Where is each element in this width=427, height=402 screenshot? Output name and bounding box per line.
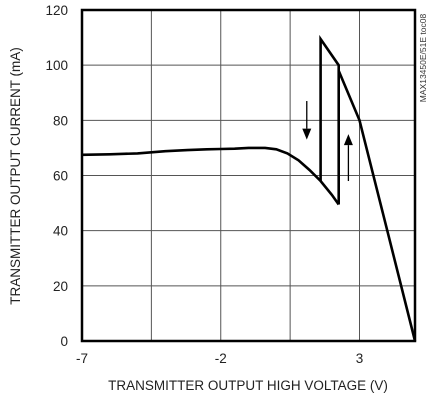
x-tick-labels: -7 -2 3 bbox=[76, 351, 363, 366]
chart-id-label: MAX13450E/51E toc08 bbox=[418, 14, 427, 103]
plot-frame bbox=[80, 8, 417, 343]
direction-arrow-0 bbox=[302, 101, 312, 140]
x-tick-label: -7 bbox=[76, 351, 88, 366]
y-tick-label: 120 bbox=[45, 3, 68, 18]
y-tick-label: 80 bbox=[53, 113, 68, 128]
y-tick-label: 20 bbox=[53, 279, 68, 294]
y-tick-label: 60 bbox=[53, 169, 68, 184]
y-tick-labels: 0 20 40 60 80 100 120 bbox=[45, 3, 68, 349]
x-tick-label: -2 bbox=[215, 351, 227, 366]
y-tick-label: 40 bbox=[53, 224, 68, 239]
y-axis-label: TRANSMITTER OUTPUT CURRENT (mA) bbox=[8, 47, 23, 305]
arrows-group bbox=[302, 101, 353, 182]
x-tick-label: 3 bbox=[356, 351, 364, 366]
y-tick-label: 100 bbox=[45, 58, 68, 73]
y-tick-label: 0 bbox=[60, 334, 68, 349]
series-group bbox=[81, 34, 417, 342]
series-line-1 bbox=[319, 34, 417, 342]
series-line-0 bbox=[81, 146, 340, 206]
x-axis-label: TRANSMITTER OUTPUT HIGH VOLTAGE (V) bbox=[108, 378, 388, 393]
direction-arrow-1 bbox=[343, 134, 353, 182]
